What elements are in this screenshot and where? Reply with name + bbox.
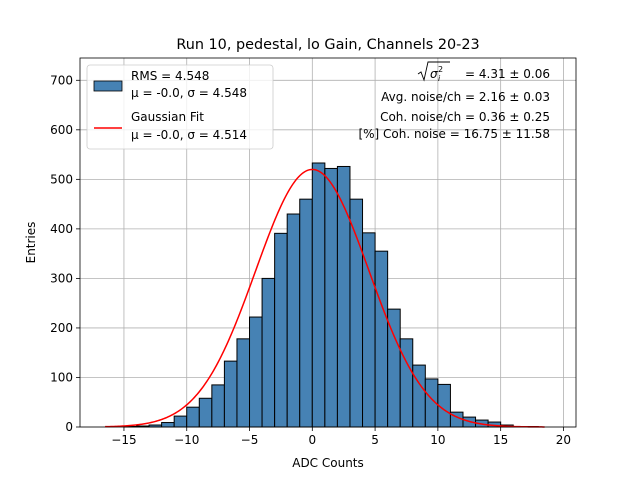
histogram-bar [261,277,276,428]
y-tick-label: 300 [50,271,73,285]
x-axis-label: ADC Counts [292,456,364,470]
histogram-bar [186,406,200,428]
noise-annotations: σ 2 i = 4.31 ± 0.06 Avg. noise/ch = 2.16… [358,61,550,141]
histogram-bar [374,250,389,428]
chart-title: Run 10, pedestal, lo Gain, Channels 20-2… [176,37,479,53]
coh-noise-percent: [%] Coh. noise = 16.75 ± 11.58 [358,127,550,141]
legend-histogram-swatch [93,80,123,92]
x-tick-label: −5 [241,433,259,447]
legend-fit-stats: μ = -0.0, σ = 4.514 [131,128,247,142]
x-axis-ticks: −15 −10 −5 0 5 10 15 20 [111,427,571,447]
sigma-subscript: i [438,74,441,83]
histogram-bar [349,198,364,428]
histogram-bar [223,360,238,428]
x-tick-label: 5 [371,433,379,447]
sqrt-sigma-value: = 4.31 ± 0.06 [465,67,550,81]
x-tick-label: 10 [430,433,445,447]
avg-noise-value: Avg. noise/ch = 2.16 ± 0.03 [381,90,550,104]
histogram-bar [211,384,225,428]
coh-noise-value: Coh. noise/ch = 0.36 ± 0.25 [380,110,550,124]
y-tick-label: 700 [50,73,73,87]
x-tick-label: −10 [174,433,199,447]
y-tick-label: 100 [50,370,73,384]
histogram-bar [173,415,188,428]
plot-frame [79,57,577,428]
y-tick-label: 0 [65,420,73,434]
legend-fit-label: Gaussian Fit [131,110,204,124]
y-axis-label: Entries [24,222,38,264]
legend-frame [86,64,274,150]
sigma-superscript: 2 [438,65,443,74]
histogram-bar [311,162,326,428]
histogram-bar [286,213,301,428]
x-tick-label: 0 [308,433,316,447]
y-tick-label: 400 [50,222,73,236]
histogram-bar [412,364,426,428]
histogram-bar [236,338,251,428]
x-tick-label: 20 [556,433,571,447]
histogram-bar [274,232,288,428]
legend: RMS = 4.548 μ = -0.0, σ = 4.548 Gaussian… [86,64,274,150]
gaussian-fit-line [105,168,545,428]
histogram-bar [324,167,338,428]
histogram-bar [198,397,213,428]
sigma-symbol: σ [430,67,438,81]
histogram-bar [299,198,313,428]
y-tick-label: 500 [50,172,73,186]
histogram-bar [362,232,376,428]
legend-histogram-stats: μ = -0.0, σ = 4.548 [131,86,247,100]
sqrt-symbol [417,61,450,82]
histogram-bar [249,316,263,428]
legend-rms-label: RMS = 4.548 [131,69,209,83]
x-tick-label: 15 [493,433,508,447]
y-axis-ticks: 0 100 200 300 400 500 600 700 [50,73,80,434]
histogram-bar [161,422,175,428]
sigma-formula: σ 2 i [417,61,450,83]
y-tick-label: 200 [50,321,73,335]
gaussian-fit [105,168,545,428]
y-tick-label: 600 [50,123,73,137]
x-tick-label: −15 [111,433,136,447]
